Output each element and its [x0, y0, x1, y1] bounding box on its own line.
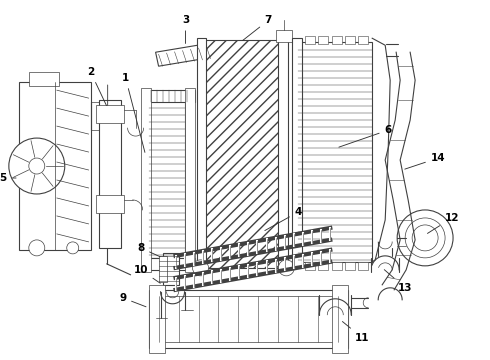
Bar: [305, 262, 315, 270]
Bar: [293, 38, 302, 266]
Bar: [332, 285, 348, 353]
Bar: [345, 262, 355, 270]
Bar: [332, 36, 342, 44]
Bar: [96, 105, 123, 123]
Text: 8: 8: [137, 243, 160, 257]
Bar: [98, 100, 121, 248]
Bar: [148, 285, 165, 353]
Text: 14: 14: [405, 153, 445, 169]
Polygon shape: [156, 42, 219, 66]
Bar: [196, 38, 206, 270]
Text: 4: 4: [265, 207, 302, 230]
Bar: [148, 100, 185, 258]
Bar: [298, 42, 372, 262]
Circle shape: [29, 158, 45, 174]
Circle shape: [29, 240, 45, 256]
Text: 11: 11: [343, 321, 369, 343]
Bar: [305, 36, 315, 44]
Bar: [358, 262, 368, 270]
Circle shape: [67, 242, 79, 254]
Text: 7: 7: [243, 15, 272, 41]
Text: 3: 3: [182, 15, 189, 44]
Bar: [145, 258, 195, 270]
Bar: [276, 30, 293, 42]
Bar: [345, 36, 355, 44]
Bar: [29, 72, 59, 86]
Text: 13: 13: [384, 270, 413, 293]
Bar: [96, 195, 123, 213]
Bar: [185, 88, 195, 272]
Text: 2: 2: [87, 67, 106, 105]
Bar: [148, 290, 348, 348]
Text: 5: 5: [0, 173, 16, 183]
Bar: [278, 38, 288, 270]
Bar: [318, 262, 328, 270]
Text: 6: 6: [339, 125, 392, 147]
Bar: [145, 90, 195, 102]
Circle shape: [405, 218, 445, 258]
Bar: [159, 256, 167, 282]
Text: 1: 1: [122, 73, 145, 152]
Bar: [358, 36, 368, 44]
Circle shape: [397, 210, 453, 266]
Bar: [202, 40, 280, 268]
Text: 10: 10: [133, 265, 160, 283]
Bar: [318, 36, 328, 44]
Circle shape: [9, 138, 65, 194]
Circle shape: [193, 260, 208, 276]
Bar: [19, 82, 91, 250]
Bar: [154, 296, 342, 342]
Text: 9: 9: [119, 293, 146, 307]
Bar: [141, 88, 150, 272]
Bar: [332, 262, 342, 270]
Bar: [163, 253, 178, 285]
Circle shape: [278, 260, 294, 276]
Text: 12: 12: [427, 213, 459, 233]
Circle shape: [412, 225, 438, 251]
